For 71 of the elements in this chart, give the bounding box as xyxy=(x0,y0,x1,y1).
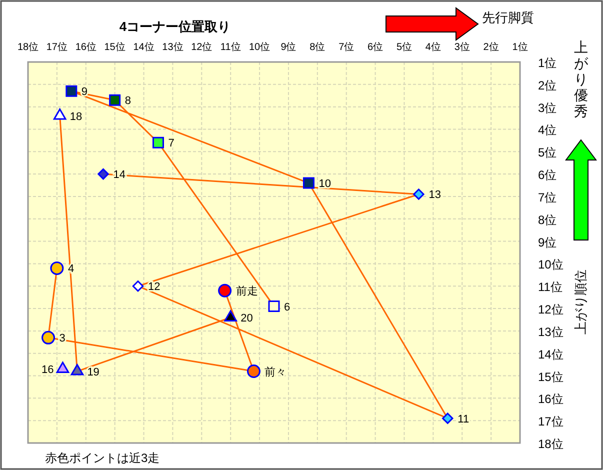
y-tick-label: 16位 xyxy=(538,392,564,406)
x-tick-label: 15位 xyxy=(104,41,126,53)
series-label: 18 xyxy=(70,110,82,123)
y-tick-label: 11位 xyxy=(538,280,562,294)
y-tick-label: 17位 xyxy=(538,414,564,429)
point xyxy=(70,364,84,376)
series-label: 13 xyxy=(428,189,441,202)
y-tick-label: 4位 xyxy=(538,123,557,138)
point xyxy=(56,362,70,374)
x-tick-label: 5位 xyxy=(396,41,412,53)
x-tick-label: 4位 xyxy=(425,41,441,53)
y-tick-label: 15位 xyxy=(538,370,564,384)
y-tick-label: 7位 xyxy=(538,190,557,204)
point xyxy=(413,188,424,200)
point xyxy=(42,330,56,344)
y-tick-label: 10位 xyxy=(538,258,564,272)
y-tick-label: 2位 xyxy=(538,78,557,92)
x-tick-label: 12位 xyxy=(191,41,212,53)
point xyxy=(268,300,280,312)
x-tick-label: 8位 xyxy=(310,41,326,53)
x-tick-label: 6位 xyxy=(368,41,384,53)
x-tick-label: 17位 xyxy=(46,41,68,53)
series-label: 前々 xyxy=(264,366,287,378)
x-tick-label: 14位 xyxy=(133,41,154,53)
x-tick-label: 10位 xyxy=(248,41,270,53)
point xyxy=(98,168,109,180)
point xyxy=(66,85,78,97)
text: 先行脚質 xyxy=(482,10,534,25)
y-tick-label: 12位 xyxy=(538,302,564,317)
point xyxy=(50,261,64,275)
series-label: 19 xyxy=(87,366,100,378)
point xyxy=(132,280,144,292)
point xyxy=(224,310,237,322)
x-tick-label: 2位 xyxy=(483,41,499,53)
point xyxy=(442,412,454,424)
x-axis-title: 4コーナー位置取り xyxy=(119,19,231,34)
point xyxy=(53,108,66,120)
series-label: 11 xyxy=(458,413,470,426)
y-tick-label: 14位 xyxy=(538,347,564,362)
series-label: 6 xyxy=(284,301,290,314)
y-tick-label: 18位 xyxy=(538,437,564,451)
point xyxy=(302,177,314,189)
point xyxy=(246,364,260,378)
text: 赤色ポイントは近3走 xyxy=(45,451,160,465)
x-tick-label: 16位 xyxy=(75,41,96,53)
point xyxy=(152,136,164,148)
point xyxy=(218,284,232,298)
y-tick-label: 5位 xyxy=(538,146,557,160)
x-tick-label: 13位 xyxy=(162,41,184,53)
series-label: 20 xyxy=(240,312,253,324)
x-tick-label: 1位 xyxy=(512,41,528,53)
series-label: 前走 xyxy=(236,284,258,298)
y-tick-label: 9位 xyxy=(538,235,557,250)
series-label: 10 xyxy=(318,178,331,190)
y-tick-label: 13位 xyxy=(538,324,564,339)
x-tick-label: 18位 xyxy=(17,41,39,53)
x-tick-label: 11位 xyxy=(220,41,241,53)
point xyxy=(109,94,121,106)
y-axis-title: 上がり順位 xyxy=(573,270,588,334)
series-label: 7 xyxy=(168,138,174,150)
y-tick-label: 6位 xyxy=(538,168,557,182)
x-tick-label: 9位 xyxy=(280,41,296,53)
x-tick-label: 7位 xyxy=(338,41,354,53)
text: 上がり優秀 xyxy=(574,39,589,119)
series-label: 16 xyxy=(41,364,54,376)
series-label: 12 xyxy=(148,281,160,294)
y-tick-label: 1位 xyxy=(538,56,557,70)
series-label: 8 xyxy=(124,95,131,108)
y-tick-label: 3位 xyxy=(538,100,557,115)
y-tick-label: 8位 xyxy=(538,212,557,227)
x-tick-label: 3位 xyxy=(454,41,470,53)
